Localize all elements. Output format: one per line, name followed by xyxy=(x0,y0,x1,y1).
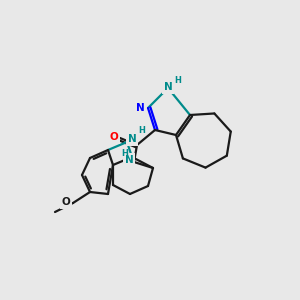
Text: N: N xyxy=(164,82,172,92)
Text: O: O xyxy=(110,132,118,142)
Text: N: N xyxy=(124,155,134,165)
Text: N: N xyxy=(136,103,144,113)
Text: H: H xyxy=(138,126,145,135)
Text: O: O xyxy=(61,197,70,207)
Text: N: N xyxy=(128,134,136,144)
Text: H: H xyxy=(174,76,181,85)
Text: H: H xyxy=(121,149,128,158)
